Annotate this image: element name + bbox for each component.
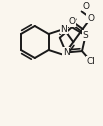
Text: O: O	[69, 17, 76, 26]
Text: O: O	[82, 2, 89, 11]
Text: Cl: Cl	[87, 57, 95, 66]
Text: S: S	[83, 31, 88, 40]
Text: O: O	[87, 13, 94, 23]
Text: N: N	[63, 48, 69, 57]
Text: N: N	[60, 25, 67, 34]
